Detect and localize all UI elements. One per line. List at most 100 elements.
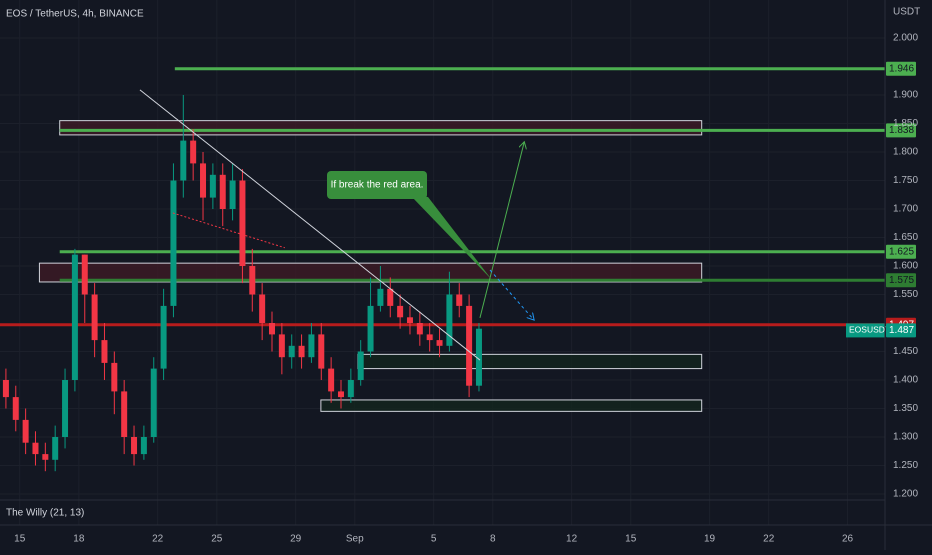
trend-line xyxy=(172,212,285,249)
candle-body xyxy=(406,317,413,323)
x-tick-label: 25 xyxy=(211,534,223,545)
candle-body xyxy=(131,437,138,455)
candle-body xyxy=(71,254,78,380)
candle-body xyxy=(111,362,118,392)
candle-body xyxy=(436,340,443,346)
x-tick-label: 18 xyxy=(73,534,85,545)
candle-body xyxy=(101,340,108,363)
price-tag xyxy=(886,273,916,288)
candle-body xyxy=(298,345,305,358)
drawings xyxy=(139,89,534,361)
trend-line xyxy=(489,269,534,320)
y-tick-label: 1.450 xyxy=(893,346,918,357)
x-tick-label: 22 xyxy=(152,534,164,545)
callout-pointer xyxy=(412,197,492,280)
y-tick-label: 1.200 xyxy=(893,489,918,500)
candle-body xyxy=(180,140,187,181)
zone xyxy=(59,120,703,136)
symbol-tag-label: EOSUSDT xyxy=(849,325,890,335)
candle-body xyxy=(209,174,216,198)
x-tick-label: 29 xyxy=(290,534,302,545)
candle-body xyxy=(416,323,423,335)
candle-body xyxy=(288,345,295,358)
candle-body xyxy=(91,294,98,341)
candle-body xyxy=(200,163,207,198)
price-tag-label: 1.625 xyxy=(889,246,914,257)
candle-body xyxy=(337,391,344,398)
x-tick-label: 12 xyxy=(566,534,578,545)
indicator-label: The Willy (21, 13) xyxy=(6,508,84,519)
candle-body xyxy=(328,368,335,392)
candle-body xyxy=(12,397,19,420)
price-tag-label: 1.838 xyxy=(889,125,914,136)
y-tick-label: 1.550 xyxy=(893,289,918,300)
y-tick-label: 1.600 xyxy=(893,261,918,272)
y-tick-label: 1.300 xyxy=(893,432,918,443)
price-tag-label: 1.575 xyxy=(889,275,914,286)
candle-body xyxy=(278,334,285,358)
y-tick-label: 1.700 xyxy=(893,204,918,215)
candle-body xyxy=(32,442,39,455)
candle-body xyxy=(42,454,49,460)
y-tick-label: 2.000 xyxy=(893,33,918,44)
candle-body xyxy=(170,180,177,306)
candle-body xyxy=(239,180,246,266)
candle-body xyxy=(397,305,404,318)
price-tag xyxy=(886,61,916,76)
candle-body xyxy=(466,305,473,386)
y-axis-label: USDT xyxy=(893,7,920,18)
candle-body xyxy=(357,351,364,380)
candle-body xyxy=(456,294,463,306)
candle-body xyxy=(121,391,128,437)
candle-body xyxy=(160,305,167,369)
y-tick-label: 1.400 xyxy=(893,375,918,386)
price-tag xyxy=(886,323,916,338)
x-tick-label: 15 xyxy=(625,534,637,545)
candle-body xyxy=(81,254,88,295)
candle-body xyxy=(219,174,226,209)
y-tick-label: 1.900 xyxy=(893,90,918,101)
x-tick-label: 22 xyxy=(763,534,775,545)
axes: 2.000 1.900 1.850 1.800 1.750 1.700 1.650 1.600… xyxy=(14,33,918,545)
candle-body xyxy=(259,294,266,323)
callout-text: If break the red area. xyxy=(331,180,424,191)
price-tag xyxy=(886,244,916,259)
x-tick-label: 19 xyxy=(704,534,716,545)
candle-body xyxy=(426,334,433,341)
price-tag xyxy=(886,123,916,138)
candle-body xyxy=(229,180,236,209)
candle-body xyxy=(387,288,394,306)
y-tick-label: 1.650 xyxy=(893,232,918,243)
candle-body xyxy=(22,419,29,443)
candle-body xyxy=(2,380,9,398)
x-tick-label: 15 xyxy=(14,534,26,545)
symbol-tag xyxy=(846,323,885,338)
price-tag-label: 1.487 xyxy=(889,325,914,336)
candle-body xyxy=(249,266,256,295)
chart-title: EOS / TetherUS, 4h, BINANCE xyxy=(6,9,144,20)
zone xyxy=(320,399,703,412)
y-tick-label: 1.250 xyxy=(893,460,918,471)
candle-body xyxy=(308,334,315,358)
candle-body xyxy=(150,368,157,437)
y-tick-label: 1.750 xyxy=(893,175,918,186)
x-tick-label: Sep xyxy=(346,534,364,545)
y-tick-label: 1.850 xyxy=(893,118,918,129)
zone xyxy=(357,353,703,370)
x-tick-label: 8 xyxy=(490,534,496,545)
candle-body xyxy=(318,334,325,369)
candle-body xyxy=(52,437,59,460)
candle-body xyxy=(377,288,384,306)
candle-body xyxy=(269,323,276,335)
candle-body xyxy=(446,294,453,346)
callout-box xyxy=(327,171,427,199)
price-tag-label: 1.946 xyxy=(889,63,914,74)
x-tick-label: 26 xyxy=(842,534,854,545)
candle-body xyxy=(140,437,147,455)
candle-body xyxy=(62,380,69,437)
y-tick-label: 1.800 xyxy=(893,147,918,158)
candle-body xyxy=(475,328,482,386)
x-tick-label: 5 xyxy=(431,534,437,545)
